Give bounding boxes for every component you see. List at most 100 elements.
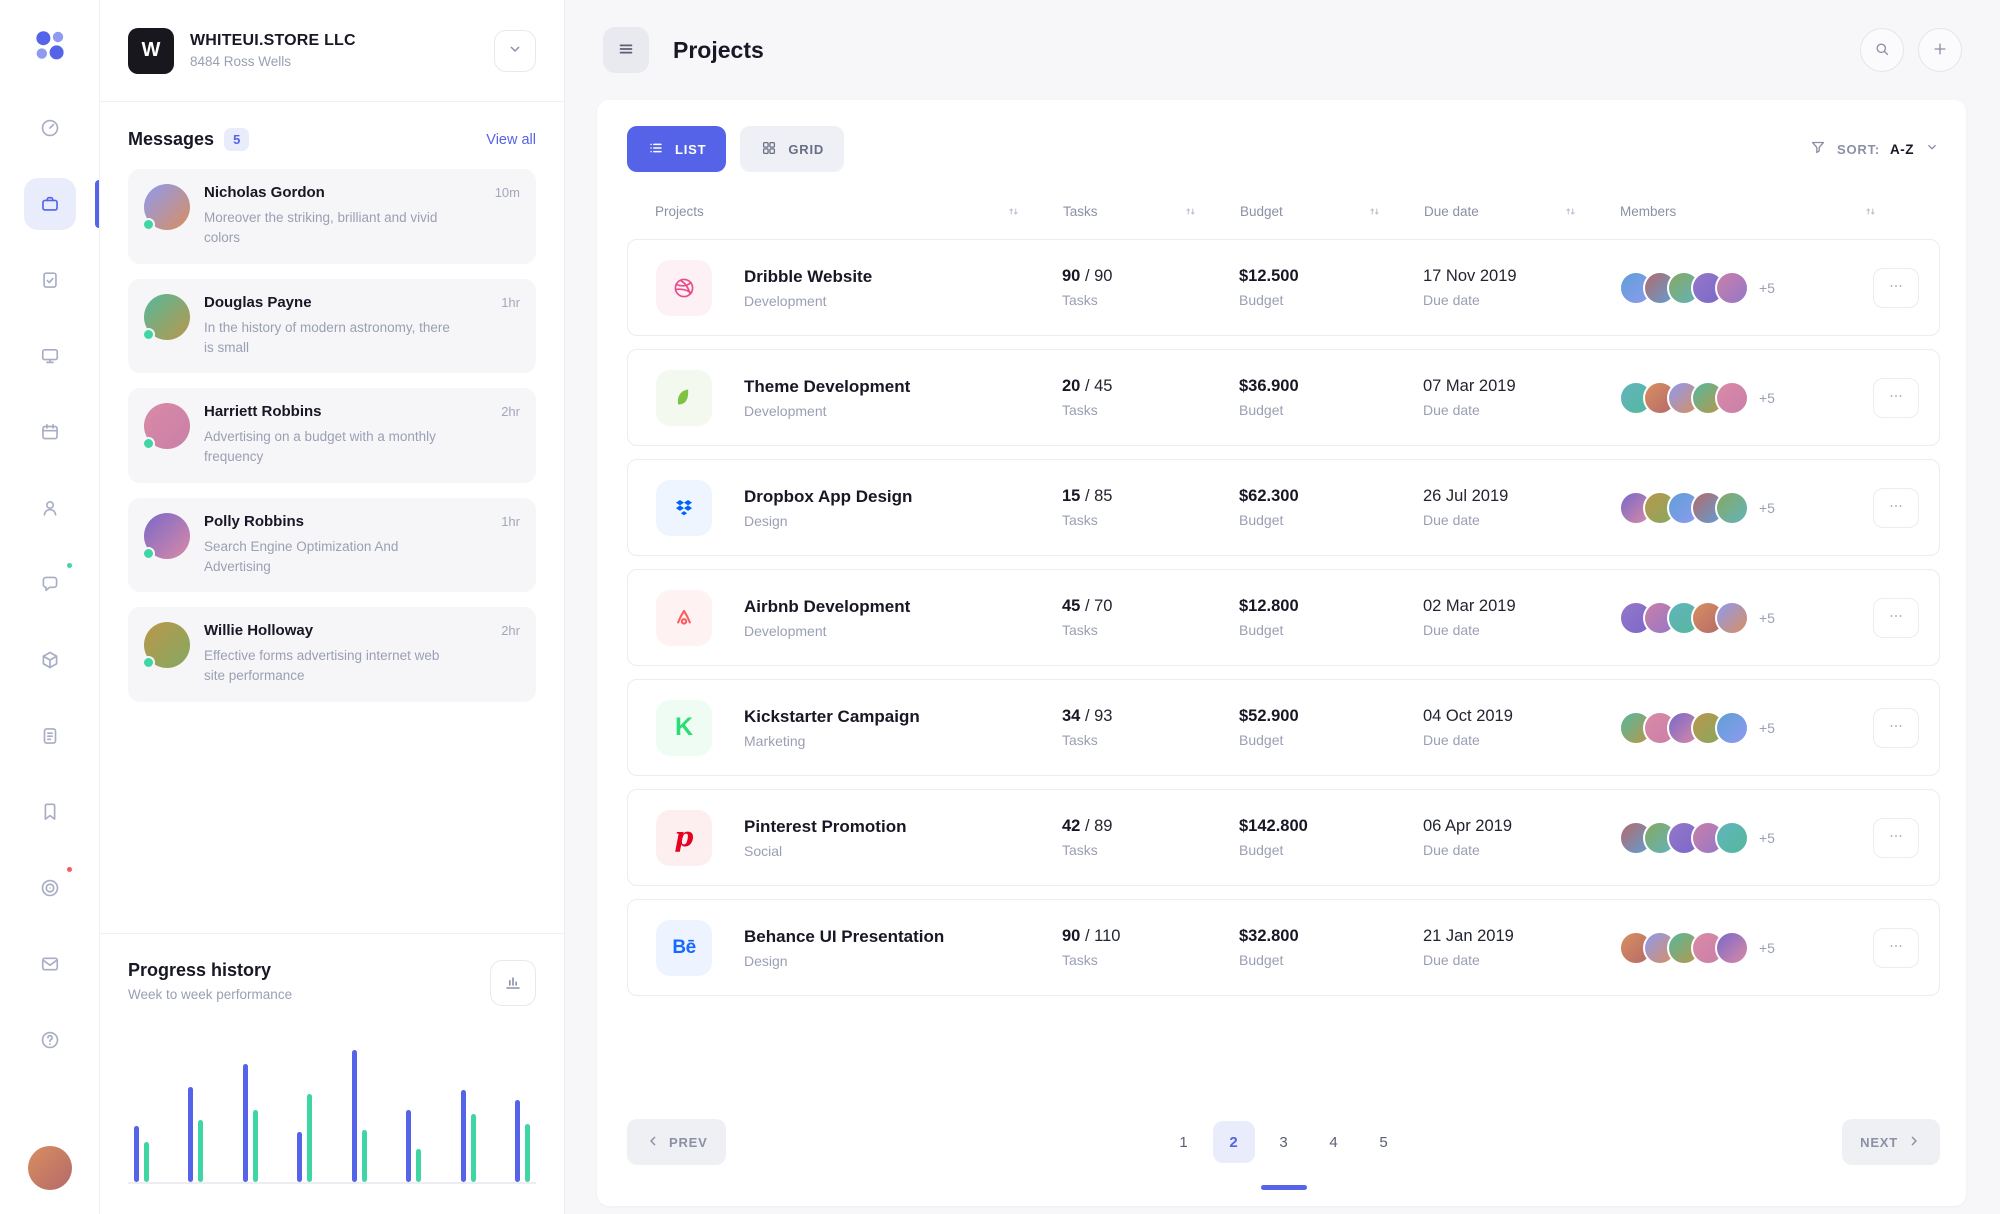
member-avatars bbox=[1619, 380, 1749, 415]
tasks-label: Tasks bbox=[1062, 732, 1098, 748]
company-dropdown-button[interactable] bbox=[494, 29, 536, 72]
sidebar-item-team[interactable] bbox=[0, 470, 99, 546]
message-item[interactable]: Nicholas Gordon 10m Moreover the strikin… bbox=[128, 169, 536, 264]
row-menu-button[interactable] bbox=[1873, 267, 1919, 308]
sidebar-item-chat[interactable] bbox=[0, 546, 99, 622]
messages-title: Messages bbox=[128, 129, 215, 149]
members-cell: +5 bbox=[1619, 927, 1919, 968]
row-menu-button[interactable] bbox=[1873, 817, 1919, 858]
company-header: W WHITEUI.STORE LLC 8484 Ross Wells bbox=[100, 0, 564, 102]
tasks-label: Tasks bbox=[1062, 402, 1098, 418]
add-project-button[interactable] bbox=[1918, 28, 1962, 72]
chart-bar-primary bbox=[188, 1087, 194, 1182]
grid-icon bbox=[760, 139, 778, 160]
row-menu-button[interactable] bbox=[1873, 487, 1919, 528]
list-view-button[interactable]: LIST bbox=[627, 126, 727, 172]
row-menu-button[interactable] bbox=[1873, 927, 1919, 968]
sidebar-item-tasks[interactable] bbox=[0, 242, 99, 318]
prev-page-button[interactable]: PREV bbox=[627, 1119, 726, 1165]
message-time: 2hr bbox=[501, 623, 520, 638]
message-sender: Harriett Robbins bbox=[204, 403, 322, 420]
project-row[interactable]: Bē Behance UI Presentation Design 90 / 1… bbox=[627, 899, 1940, 996]
member-avatars bbox=[1619, 490, 1749, 525]
sidebar-item-calendar[interactable] bbox=[0, 394, 99, 470]
grid-view-button[interactable]: GRID bbox=[740, 126, 845, 172]
column-header[interactable]: Projects bbox=[655, 204, 1063, 219]
column-header[interactable]: Tasks bbox=[1063, 204, 1240, 219]
project-row[interactable]: K Kickstarter Campaign Marketing 34 / 93… bbox=[627, 679, 1940, 776]
view-all-link[interactable]: View all bbox=[486, 131, 536, 148]
chart-bar-group bbox=[297, 1094, 313, 1182]
column-header[interactable]: Members bbox=[1620, 204, 1920, 219]
page-button[interactable]: 5 bbox=[1363, 1121, 1405, 1163]
page-button[interactable]: 3 bbox=[1263, 1121, 1305, 1163]
budget-value: $12.500 bbox=[1239, 267, 1299, 285]
row-menu-button[interactable] bbox=[1873, 707, 1919, 748]
avatar bbox=[1715, 270, 1749, 305]
user-avatar[interactable] bbox=[27, 1146, 72, 1190]
table-header: Projects Tasks Budget Due date Members bbox=[627, 204, 1940, 219]
row-menu-button[interactable] bbox=[1873, 377, 1919, 418]
page-button[interactable]: 4 bbox=[1313, 1121, 1355, 1163]
bookmark-icon bbox=[24, 786, 76, 838]
project-row[interactable]: Airbnb Development Development 45 / 70 T… bbox=[627, 569, 1940, 666]
topbar: Projects bbox=[565, 0, 2000, 100]
chart-bar-group bbox=[242, 1064, 258, 1182]
page-button[interactable]: 1 bbox=[1163, 1121, 1205, 1163]
sidebar-item-bookmarks[interactable] bbox=[0, 774, 99, 850]
app-logo-icon[interactable] bbox=[30, 26, 70, 66]
search-button[interactable] bbox=[1860, 28, 1904, 72]
ellipsis-icon bbox=[1887, 717, 1905, 738]
sidebar-item-goals[interactable] bbox=[0, 850, 99, 926]
company-name: WHITEUI.STORE LLC bbox=[190, 32, 356, 49]
calendar-icon bbox=[24, 406, 76, 458]
chart-bar-secondary bbox=[144, 1142, 149, 1182]
project-row[interactable]: Dropbox App Design Design 15 / 85 Tasks … bbox=[627, 459, 1940, 556]
column-header[interactable]: Budget bbox=[1240, 204, 1424, 219]
company-address: 8484 Ross Wells bbox=[190, 54, 292, 69]
project-row[interactable]: p Pinterest Promotion Social 42 / 89 Tas… bbox=[627, 789, 1940, 886]
menu-button[interactable] bbox=[603, 27, 649, 73]
sidebar-item-projects[interactable] bbox=[0, 166, 99, 242]
sort-control[interactable]: SORT: A-Z bbox=[1809, 138, 1940, 161]
budget-value: $12.800 bbox=[1239, 597, 1299, 615]
project-row[interactable]: Theme Development Development 20 / 45 Ta… bbox=[627, 349, 1940, 446]
chart-bar-group bbox=[460, 1090, 476, 1182]
sort-arrows-icon bbox=[1863, 204, 1878, 219]
budget-value: $52.900 bbox=[1239, 707, 1299, 725]
page-title: Projects bbox=[673, 36, 764, 63]
chart-settings-button[interactable] bbox=[490, 960, 536, 1006]
members-cell: +5 bbox=[1619, 487, 1919, 528]
next-page-button[interactable]: NEXT bbox=[1842, 1119, 1940, 1165]
sidebar-item-notes[interactable] bbox=[0, 698, 99, 774]
chart-bar-primary bbox=[460, 1090, 466, 1182]
message-item[interactable]: Willie Holloway 2hr Effective forms adve… bbox=[128, 607, 536, 702]
chevron-down-icon bbox=[1924, 139, 1940, 160]
message-item[interactable]: Harriett Robbins 2hr Advertising on a bu… bbox=[128, 388, 536, 483]
chart-bar-primary bbox=[351, 1050, 357, 1182]
ellipsis-icon bbox=[1887, 277, 1905, 298]
project-row[interactable]: Dribble Website Development 90 / 90 Task… bbox=[627, 239, 1940, 336]
progress-chart bbox=[128, 1032, 536, 1184]
sidebar-item-devices[interactable] bbox=[0, 318, 99, 394]
budget-value: $36.900 bbox=[1239, 377, 1299, 395]
sidebar-item-products[interactable] bbox=[0, 622, 99, 698]
ellipsis-icon bbox=[1887, 937, 1905, 958]
sidebar-item-dashboard[interactable] bbox=[0, 90, 99, 166]
chart-bar-primary bbox=[514, 1100, 520, 1182]
chart-bar-secondary bbox=[307, 1094, 313, 1182]
message-preview: Moreover the striking, brilliant and viv… bbox=[204, 210, 438, 246]
sidebar-item-help[interactable] bbox=[0, 1002, 99, 1078]
airbnb-icon bbox=[656, 589, 712, 646]
message-item[interactable]: Douglas Payne 1hr In the history of mode… bbox=[128, 278, 536, 373]
row-menu-button[interactable] bbox=[1873, 597, 1919, 638]
column-header[interactable]: Due date bbox=[1424, 204, 1620, 219]
due-date-label: Due date bbox=[1423, 512, 1480, 528]
message-item[interactable]: Polly Robbins 1hr Search Engine Optimiza… bbox=[128, 497, 536, 592]
members-extra-count: +5 bbox=[1759, 389, 1775, 406]
chart-bar-secondary bbox=[524, 1124, 530, 1182]
message-sender: Willie Holloway bbox=[204, 622, 314, 639]
tasks-value: 45 / 70 bbox=[1062, 597, 1113, 615]
page-button[interactable]: 2 bbox=[1212, 1121, 1255, 1163]
sidebar-item-mail[interactable] bbox=[0, 926, 99, 1002]
